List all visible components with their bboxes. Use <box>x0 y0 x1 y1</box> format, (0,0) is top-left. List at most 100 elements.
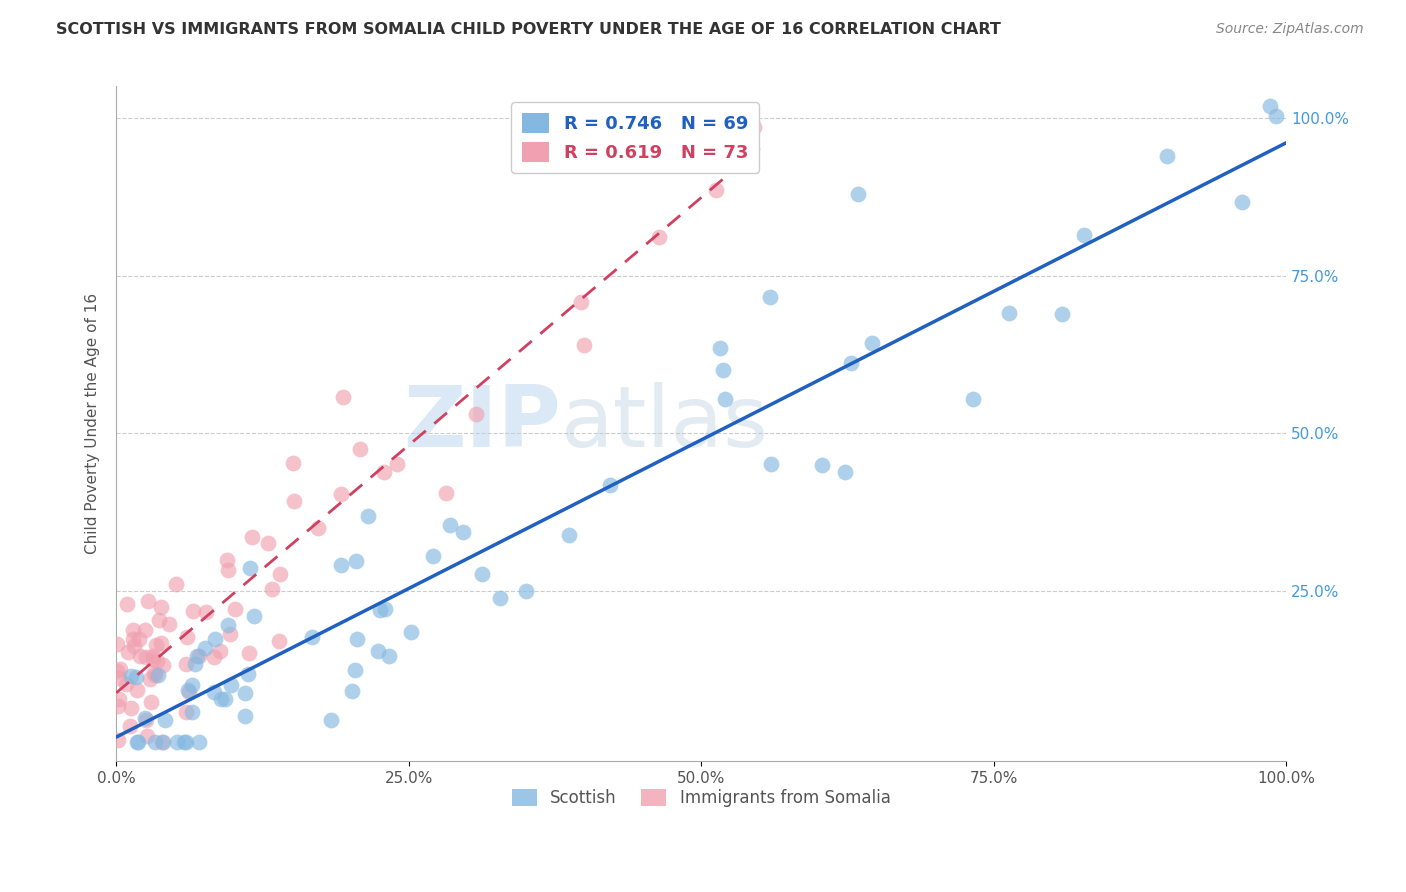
Point <box>344 554 367 568</box>
Point <box>759 457 782 471</box>
Point <box>1073 228 1095 243</box>
Point <box>125 670 148 684</box>
Point <box>136 730 159 744</box>
Point <box>224 601 246 615</box>
Point <box>998 306 1021 320</box>
Point <box>150 636 173 650</box>
Point <box>239 560 262 574</box>
Point <box>177 682 200 697</box>
Point <box>217 553 239 567</box>
Point <box>143 665 166 680</box>
Point <box>214 692 236 706</box>
Point <box>152 735 174 749</box>
Point <box>367 644 389 658</box>
Point <box>569 295 592 310</box>
Point <box>962 392 984 406</box>
Point <box>204 632 226 646</box>
Point <box>349 442 371 456</box>
Point <box>108 692 131 706</box>
Point <box>187 648 209 663</box>
Point <box>177 685 200 699</box>
Point <box>209 692 232 706</box>
Point <box>176 630 198 644</box>
Point <box>340 684 363 698</box>
Point <box>122 624 145 638</box>
Point <box>387 457 409 471</box>
Point <box>120 668 142 682</box>
Point <box>236 667 259 681</box>
Point <box>105 664 128 678</box>
Point <box>141 695 163 709</box>
Point <box>181 706 204 720</box>
Point <box>377 648 399 663</box>
Point <box>256 536 278 550</box>
Point <box>181 678 204 692</box>
Text: Source: ZipAtlas.com: Source: ZipAtlas.com <box>1216 22 1364 37</box>
Point <box>107 732 129 747</box>
Point <box>174 735 197 749</box>
Point <box>841 356 863 370</box>
Point <box>759 290 782 304</box>
Point <box>142 648 165 663</box>
Point <box>399 624 422 639</box>
Point <box>1258 99 1281 113</box>
Point <box>709 341 731 355</box>
Point <box>332 390 354 404</box>
Point <box>153 713 176 727</box>
Point <box>129 649 152 664</box>
Point <box>146 668 169 682</box>
Point <box>166 735 188 749</box>
Point <box>122 639 145 653</box>
Point <box>194 605 217 619</box>
Point <box>105 637 128 651</box>
Point <box>281 457 304 471</box>
Point <box>127 735 149 749</box>
Point <box>718 110 741 124</box>
Point <box>307 521 329 535</box>
Point <box>134 711 156 725</box>
Point <box>127 683 149 698</box>
Text: ZIP: ZIP <box>404 382 561 466</box>
Point <box>152 658 174 673</box>
Point <box>108 662 131 676</box>
Point <box>165 577 187 591</box>
Point <box>558 528 581 542</box>
Point <box>143 668 166 682</box>
Point <box>439 518 461 533</box>
Point <box>572 337 595 351</box>
Point <box>186 648 208 663</box>
Point <box>647 230 669 244</box>
Point <box>714 392 737 407</box>
Point <box>453 525 475 540</box>
Point <box>267 634 290 648</box>
Point <box>346 632 368 647</box>
Point <box>243 609 266 624</box>
Point <box>121 632 143 646</box>
Point <box>128 632 150 646</box>
Point <box>374 601 396 615</box>
Point <box>187 735 209 749</box>
Text: SCOTTISH VS IMMIGRANTS FROM SOMALIA CHILD POVERTY UNDER THE AGE OF 16 CORRELATIO: SCOTTISH VS IMMIGRANTS FROM SOMALIA CHIL… <box>56 22 1001 37</box>
Point <box>134 623 156 637</box>
Point <box>218 626 240 640</box>
Point <box>208 644 231 658</box>
Point <box>139 673 162 687</box>
Point <box>1052 307 1074 321</box>
Point <box>811 458 834 473</box>
Point <box>173 735 195 749</box>
Point <box>120 701 142 715</box>
Point <box>515 584 537 599</box>
Point <box>434 486 457 500</box>
Point <box>1230 194 1253 209</box>
Point <box>330 558 353 573</box>
Point <box>283 493 305 508</box>
Point <box>120 719 142 733</box>
Point <box>233 709 256 723</box>
Point <box>269 566 291 581</box>
Point <box>742 120 765 135</box>
Point <box>464 407 486 421</box>
Point <box>117 645 139 659</box>
Point <box>357 508 380 523</box>
Point <box>489 591 512 606</box>
Point <box>846 187 869 202</box>
